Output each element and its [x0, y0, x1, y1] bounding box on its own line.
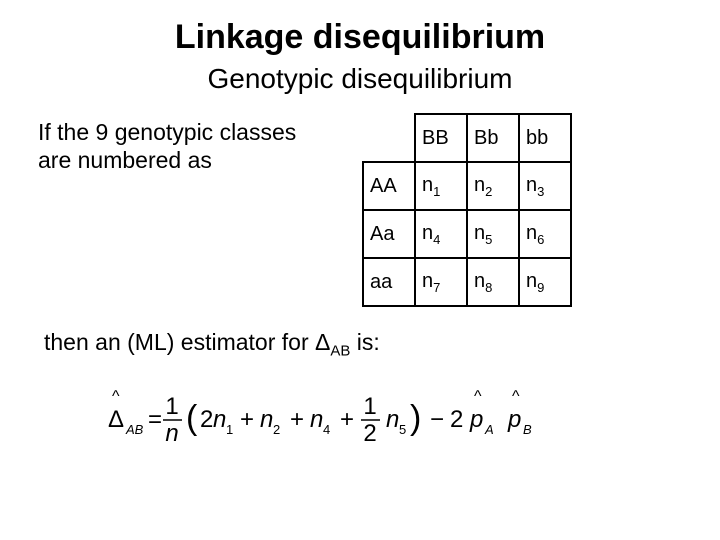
table-row: Aa n4 n5 n6	[363, 210, 571, 258]
hat-delta: ^	[112, 388, 120, 405]
cell-base: n	[526, 222, 537, 244]
row-header-AA: AA	[363, 162, 415, 210]
mid-row: If the 9 genotypic classes are numbered …	[0, 113, 720, 307]
cell-n6: n6	[519, 210, 571, 258]
cell-base: n	[526, 174, 537, 196]
cell-sub: 8	[485, 280, 492, 295]
plus1: +	[240, 406, 254, 433]
pA-base: p	[469, 406, 483, 433]
cell-n3: n3	[519, 162, 571, 210]
cell-n8: n8	[467, 258, 519, 306]
cell-n9: n9	[519, 258, 571, 306]
plus3: +	[340, 406, 354, 433]
delta: Δ	[108, 406, 124, 433]
cell-sub: 2	[485, 184, 492, 199]
estimator-pre: then an (ML) estimator for Δ	[44, 329, 330, 355]
frac2-top: 1	[363, 393, 376, 420]
plus2: +	[290, 406, 304, 433]
pB-base: p	[507, 406, 521, 433]
minus: −	[430, 406, 444, 433]
cell-base: n	[474, 174, 485, 196]
pA-sub: A	[484, 422, 494, 437]
table-row: aa n7 n8 n9	[363, 258, 571, 306]
t4-sub: 5	[399, 422, 406, 437]
col-header-Bb: Bb	[467, 114, 519, 162]
t2-sub: 2	[273, 422, 280, 437]
hat-pB: ^	[512, 388, 520, 405]
paren-open: (	[186, 399, 198, 437]
page-subtitle: Genotypic disequilibrium	[0, 63, 720, 95]
cell-base: n	[474, 270, 485, 292]
frac1-bot: n	[165, 420, 178, 447]
t1-sub: 1	[226, 422, 233, 437]
cell-n1: n1	[415, 162, 467, 210]
cell-n2: n2	[467, 162, 519, 210]
cell-sub: 6	[537, 232, 544, 247]
cell-n7: n7	[415, 258, 467, 306]
row-header-aa: aa	[363, 258, 415, 306]
intro-text: If the 9 genotypic classes are numbered …	[38, 113, 338, 174]
table-row: BB Bb bb	[363, 114, 571, 162]
col-header-BB: BB	[415, 114, 467, 162]
cell-base: n	[526, 270, 537, 292]
intro-line-1: If the 9 genotypic classes	[38, 119, 296, 145]
t1-base: n	[213, 406, 226, 433]
estimator-sentence: then an (ML) estimator for ΔAB is:	[0, 307, 720, 360]
frac1-top: 1	[165, 393, 178, 420]
cell-n4: n4	[415, 210, 467, 258]
t3-base: n	[310, 406, 323, 433]
t1-coef: 2	[200, 406, 213, 433]
t4-base: n	[386, 406, 399, 433]
cell-base: n	[422, 174, 433, 196]
estimator-sub: AB	[330, 343, 350, 360]
col-header-bb: bb	[519, 114, 571, 162]
table-corner-blank	[363, 114, 415, 162]
slide: Linkage disequilibrium Genotypic disequi…	[0, 0, 720, 540]
cell-sub: 1	[433, 184, 440, 199]
t3-sub: 4	[323, 422, 330, 437]
delta-sub: AB	[125, 422, 144, 437]
page-title: Linkage disequilibrium	[0, 18, 720, 57]
hat-pA: ^	[474, 388, 482, 405]
cell-sub: 3	[537, 184, 544, 199]
pB-sub: B	[523, 422, 532, 437]
formula-wrap: ^ Δ AB = 1 n ( 2 n 1 + n 2 + n 4 +	[0, 360, 720, 459]
intro-line-2: are numbered as	[38, 147, 212, 173]
cell-sub: 7	[433, 280, 440, 295]
cell-base: n	[474, 222, 485, 244]
row-header-Aa: Aa	[363, 210, 415, 258]
table-row: AA n1 n2 n3	[363, 162, 571, 210]
equals: =	[148, 406, 162, 433]
estimator-post: is:	[350, 329, 379, 355]
tail-coef: 2	[450, 406, 463, 433]
t2-base: n	[260, 406, 273, 433]
formula-svg: ^ Δ AB = 1 n ( 2 n 1 + n 2 + n 4 +	[100, 384, 620, 454]
cell-n5: n5	[467, 210, 519, 258]
genotype-table: BB Bb bb AA n1 n2 n3 Aa n4 n5 n6 aa n7 n…	[362, 113, 572, 307]
cell-sub: 9	[537, 280, 544, 295]
frac2-bot: 2	[363, 420, 376, 447]
cell-base: n	[422, 222, 433, 244]
cell-base: n	[422, 270, 433, 292]
cell-sub: 5	[485, 232, 492, 247]
cell-sub: 4	[433, 232, 440, 247]
paren-close: )	[410, 399, 421, 437]
